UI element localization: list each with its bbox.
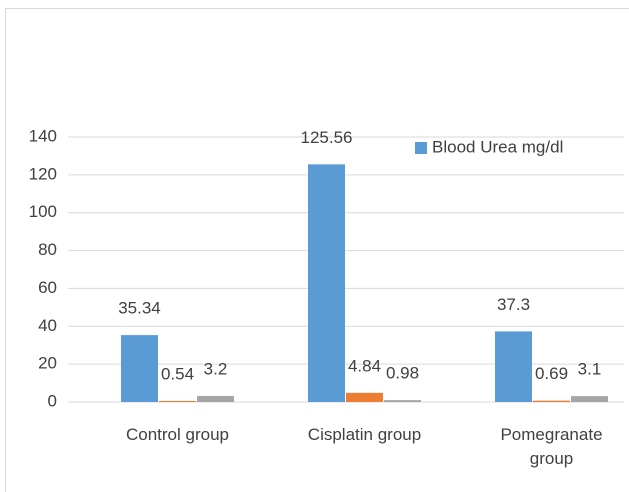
y-tick-label: 120 [29, 164, 57, 183]
data-label: 0.98 [386, 364, 419, 383]
bar [571, 396, 608, 402]
data-label: 4.84 [348, 356, 381, 375]
y-tick-label: 60 [38, 278, 57, 297]
x-tick-label: Cisplatin group [307, 425, 422, 444]
data-label: 35.34 [118, 299, 161, 318]
y-tick-label: 20 [38, 354, 57, 373]
data-label: 3.2 [204, 359, 228, 378]
chart-border [5, 8, 629, 492]
bar [308, 164, 345, 402]
bar [533, 400, 570, 402]
y-tick-label: 40 [38, 316, 57, 335]
data-label: 0.54 [161, 364, 194, 383]
legend-swatch [415, 142, 427, 154]
x-tick-label: Pomegranate group [500, 425, 603, 468]
y-tick-label: 100 [29, 202, 57, 221]
legend-label: Blood Urea mg/dl [432, 137, 563, 156]
data-label: 37.3 [497, 295, 530, 314]
bar [495, 331, 532, 402]
bar [121, 335, 158, 402]
y-tick-label: 80 [38, 240, 57, 259]
data-label: 125.56 [301, 128, 353, 147]
data-label: 0.69 [535, 364, 568, 383]
bar [346, 392, 383, 402]
data-label: 3.1 [578, 360, 602, 379]
x-tick-label: Control group [125, 425, 229, 444]
bar [159, 400, 196, 402]
y-tick-label: 140 [29, 126, 57, 145]
bar [197, 395, 234, 402]
y-tick-label: 0 [48, 391, 57, 410]
bar [384, 400, 421, 402]
